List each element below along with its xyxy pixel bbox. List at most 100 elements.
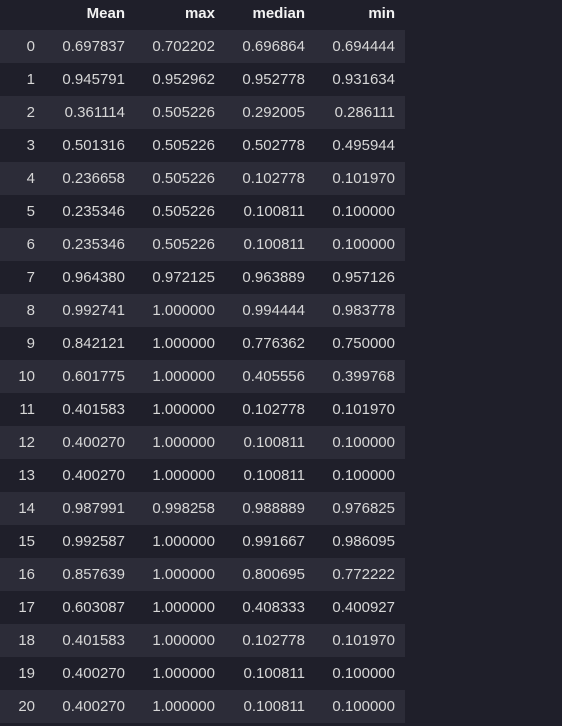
- table-row: 10 0.601775 1.000000 0.405556 0.399768: [0, 360, 405, 393]
- cell-min: 0.931634: [332, 71, 395, 88]
- table-row: 12 0.400270 1.000000 0.100811 0.100000: [0, 426, 405, 459]
- row-index: 15: [18, 533, 35, 550]
- cell-max: 0.952962: [152, 71, 215, 88]
- row-index: 2: [26, 104, 35, 121]
- cell-mean: 0.401583: [62, 632, 125, 649]
- header-row: Mean max median min: [0, 0, 405, 30]
- table-row: 1 0.945791 0.952962 0.952778 0.931634: [0, 63, 405, 96]
- cell-max: 1.000000: [152, 566, 215, 583]
- cell-min: 0.957126: [332, 269, 395, 286]
- cell-max: 1.000000: [152, 401, 215, 418]
- table-row: 15 0.992587 1.000000 0.991667 0.986095: [0, 525, 405, 558]
- row-index: 17: [18, 599, 35, 616]
- row-index: 20: [18, 698, 35, 715]
- cell-mean: 0.400270: [62, 467, 125, 484]
- row-index: 5: [26, 203, 35, 220]
- cell-min: 0.100000: [332, 236, 395, 253]
- cell-min: 0.986095: [332, 533, 395, 550]
- cell-min: 0.101970: [332, 170, 395, 187]
- cell-max: 1.000000: [152, 368, 215, 385]
- cell-mean: 0.601775: [62, 368, 125, 385]
- cell-min: 0.100000: [332, 698, 395, 715]
- table-row: 16 0.857639 1.000000 0.800695 0.772222: [0, 558, 405, 591]
- cell-min: 0.101970: [332, 401, 395, 418]
- table-row: 6 0.235346 0.505226 0.100811 0.100000: [0, 228, 405, 261]
- cell-median: 0.963889: [242, 269, 305, 286]
- row-index: 19: [18, 665, 35, 682]
- cell-max: 1.000000: [152, 533, 215, 550]
- cell-mean: 0.235346: [62, 203, 125, 220]
- table-row: 11 0.401583 1.000000 0.102778 0.101970: [0, 393, 405, 426]
- cell-median: 0.696864: [242, 38, 305, 55]
- cell-max: 0.505226: [152, 203, 215, 220]
- table-row: 17 0.603087 1.000000 0.408333 0.400927: [0, 591, 405, 624]
- cell-min: 0.286111: [334, 104, 395, 121]
- cell-min: 0.101970: [332, 632, 395, 649]
- cell-median: 0.800695: [242, 566, 305, 583]
- table-row: 9 0.842121 1.000000 0.776362 0.750000: [0, 327, 405, 360]
- cell-median: 0.100811: [243, 203, 305, 220]
- table-row: 8 0.992741 1.000000 0.994444 0.983778: [0, 294, 405, 327]
- cell-mean: 0.992741: [62, 302, 125, 319]
- cell-median: 0.776362: [242, 335, 305, 352]
- cell-median: 0.100811: [243, 665, 305, 682]
- cell-max: 0.702202: [152, 38, 215, 55]
- row-index: 3: [26, 137, 35, 154]
- cell-min: 0.100000: [332, 434, 395, 451]
- table-header: Mean max median min: [0, 0, 405, 30]
- cell-mean: 0.697837: [62, 38, 125, 55]
- row-index: 18: [18, 632, 35, 649]
- cell-median: 0.102778: [242, 170, 305, 187]
- cell-max: 1.000000: [152, 335, 215, 352]
- cell-max: 1.000000: [152, 665, 215, 682]
- cell-median: 0.100811: [243, 467, 305, 484]
- cell-median: 0.502778: [242, 137, 305, 154]
- header-max: max: [184, 4, 215, 22]
- cell-median: 0.994444: [242, 302, 305, 319]
- cell-min: 0.100000: [332, 665, 395, 682]
- row-index: 1: [26, 71, 35, 88]
- row-index: 8: [26, 302, 35, 319]
- cell-max: 0.505226: [152, 170, 215, 187]
- cell-mean: 0.857639: [62, 566, 125, 583]
- cell-max: 0.505226: [152, 236, 215, 253]
- cell-median: 0.100811: [243, 434, 305, 451]
- cell-mean: 0.964380: [62, 269, 125, 286]
- cell-mean: 0.401583: [62, 401, 125, 418]
- dataframe-table: Mean max median min 0 0.697837 0.702202 0.6…: [0, 0, 405, 723]
- table-row: 18 0.401583 1.000000 0.102778 0.101970: [0, 624, 405, 657]
- cell-mean: 0.235346: [62, 236, 125, 253]
- cell-min: 0.694444: [332, 38, 395, 55]
- cell-max: 1.000000: [152, 434, 215, 451]
- table-row: 3 0.501316 0.505226 0.502778 0.495944: [0, 129, 405, 162]
- cell-mean: 0.945791: [62, 71, 125, 88]
- row-index: 7: [26, 269, 35, 286]
- row-index: 10: [18, 368, 35, 385]
- cell-mean: 0.400270: [62, 698, 125, 715]
- table-body: 0 0.697837 0.702202 0.696864 0.694444 1 0.9457…: [0, 30, 405, 723]
- table-row: 20 0.400270 1.000000 0.100811 0.100000: [0, 690, 405, 723]
- cell-median: 0.408333: [242, 599, 305, 616]
- cell-mean: 0.400270: [62, 665, 125, 682]
- header-median: median: [252, 4, 305, 22]
- cell-median: 0.988889: [242, 500, 305, 517]
- cell-mean: 0.992587: [62, 533, 125, 550]
- table-row: 14 0.987991 0.998258 0.988889 0.976825: [0, 492, 405, 525]
- cell-mean: 0.603087: [62, 599, 125, 616]
- row-index: 14: [18, 500, 35, 517]
- cell-min: 0.976825: [332, 500, 395, 517]
- cell-min: 0.983778: [332, 302, 395, 319]
- cell-min: 0.495944: [332, 137, 395, 154]
- cell-mean: 0.987991: [62, 500, 125, 517]
- cell-min: 0.100000: [332, 203, 395, 220]
- cell-median: 0.952778: [242, 71, 305, 88]
- cell-max: 1.000000: [152, 599, 215, 616]
- cell-mean: 0.400270: [62, 434, 125, 451]
- cell-mean: 0.361114: [64, 104, 125, 121]
- cell-median: 0.991667: [242, 533, 305, 550]
- row-index: 13: [18, 467, 35, 484]
- dataframe-output: Mean max median min 0 0.697837 0.702202 0.6…: [0, 0, 405, 723]
- table-row: 2 0.361114 0.505226 0.292005 0.286111: [0, 96, 405, 129]
- table-row: 7 0.964380 0.972125 0.963889 0.957126: [0, 261, 405, 294]
- cell-min: 0.100000: [332, 467, 395, 484]
